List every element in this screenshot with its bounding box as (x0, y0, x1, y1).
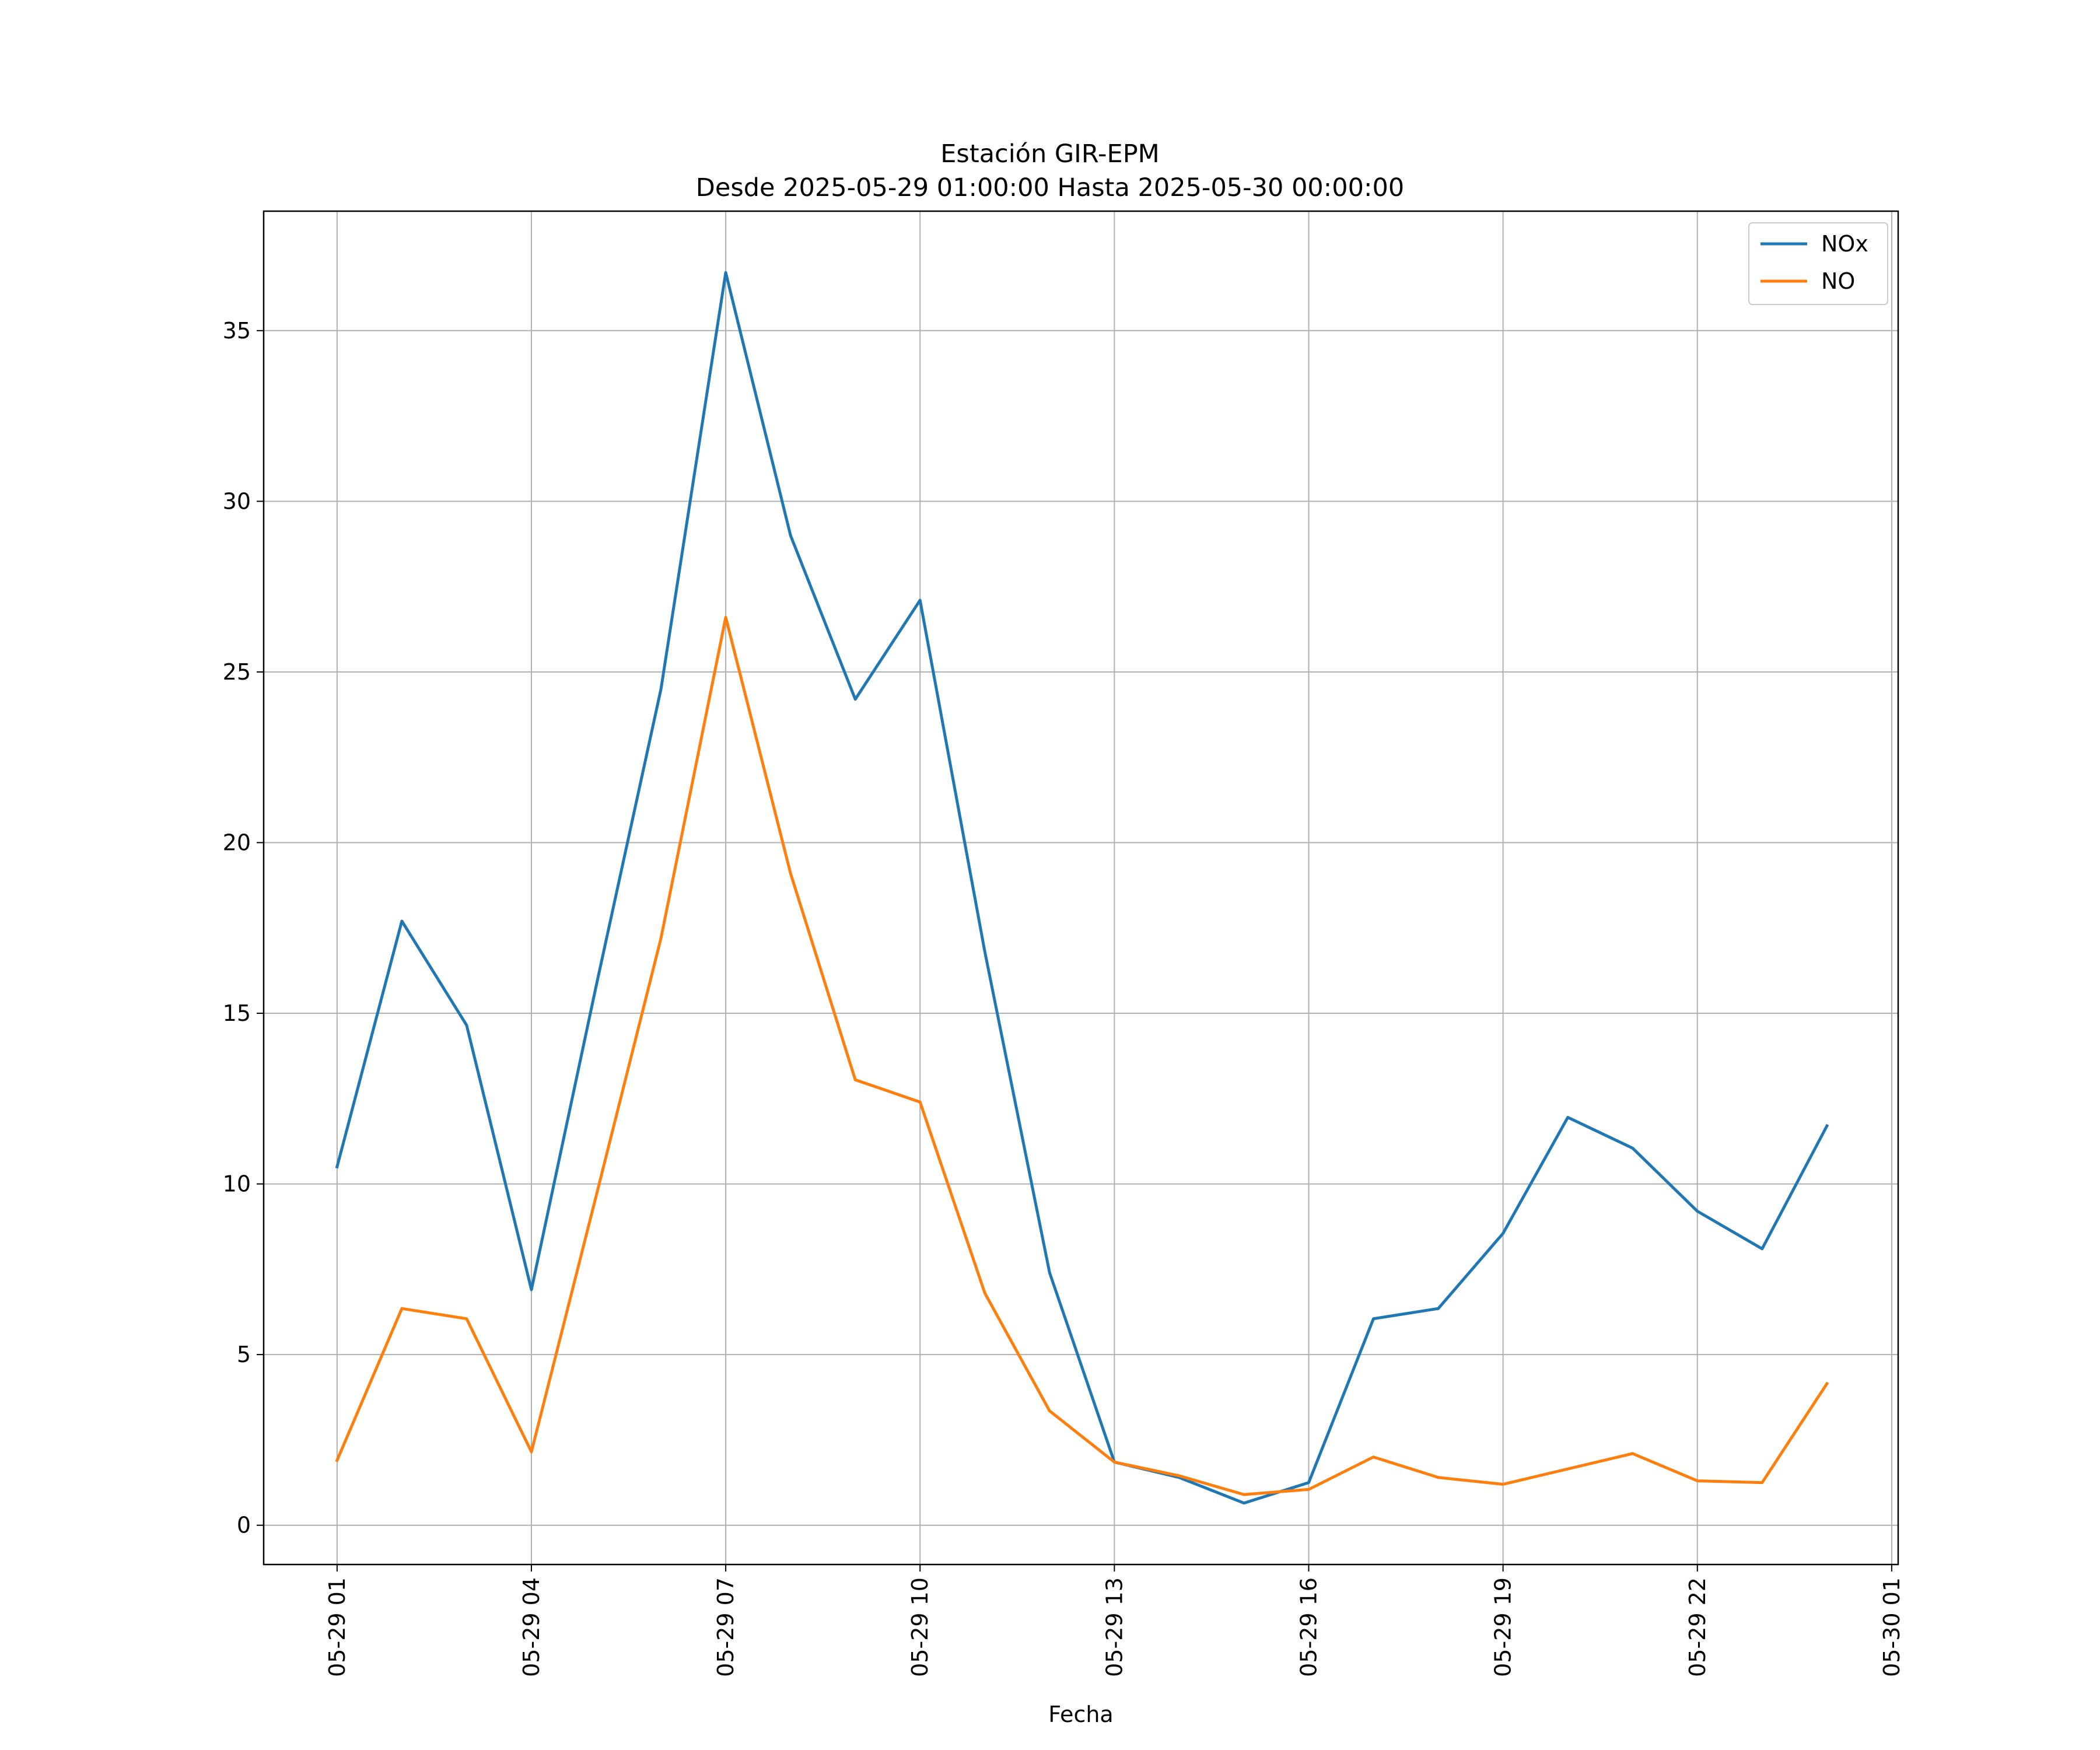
grid (264, 211, 1898, 1564)
x-tick-label: 05-30 01 (1879, 1577, 1905, 1677)
x-tick-label: 05-29 10 (907, 1577, 933, 1677)
plot-area-frame (262, 210, 1899, 1566)
series-line-no (335, 615, 1829, 1496)
x-axis-label: Fecha (1048, 1702, 1113, 1727)
x-tick-label: 05-29 16 (1296, 1577, 1322, 1677)
x-tick-label: 05-29 13 (1101, 1577, 1127, 1677)
y-tick-label: 30 (223, 488, 251, 514)
y-tick-label: 20 (223, 830, 251, 855)
legend-label-nox: NOx (1821, 231, 1868, 257)
x-tick-label: 05-29 01 (324, 1577, 350, 1677)
chart-subtitle: Desde 2025-05-29 01:00:00 Hasta 2025-05-… (696, 173, 1404, 202)
x-tick-label: 05-29 19 (1490, 1577, 1516, 1677)
y-tick-label: 10 (223, 1171, 251, 1197)
legend-label-no: NO (1821, 268, 1855, 294)
y-tick-label: 0 (237, 1513, 251, 1538)
x-tick-label: 05-29 22 (1685, 1577, 1710, 1677)
series-line-nox (335, 271, 1829, 1505)
y-tick-label: 35 (223, 318, 251, 344)
y-tick-label: 15 (223, 1000, 251, 1026)
x-tick-label: 05-29 04 (519, 1577, 544, 1677)
x-tick-label: 05-29 07 (713, 1577, 738, 1677)
series-lines (335, 271, 1829, 1505)
y-tick-label: 25 (223, 659, 251, 685)
axes: 0 5 10 15 20 25 30 35 05-29 01 05-29 04 05-29 07 05… (223, 318, 1905, 1677)
legend: NOx NO (1748, 222, 1888, 305)
chart-title: Estación GIR-EPM (940, 139, 1159, 169)
y-tick-label: 5 (237, 1342, 251, 1367)
